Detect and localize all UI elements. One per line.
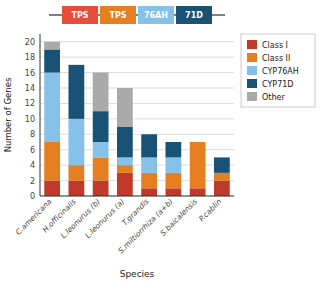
- grid-line: [40, 41, 234, 42]
- bgc-label: 71D: [185, 11, 203, 20]
- bar-segment: [165, 173, 181, 188]
- bar-segment: [44, 73, 60, 142]
- grid-line: [40, 57, 234, 58]
- bgc-diagram: TPS TPS 76AH 71D: [49, 6, 225, 24]
- bar-segment: [141, 134, 157, 157]
- chart: 02468101214161820C.americanaH.officinali…: [0, 0, 320, 282]
- bar-segment: [93, 142, 109, 157]
- bar-segment: [190, 142, 206, 143]
- bar-segment: [165, 142, 181, 157]
- legend-frame: [241, 34, 315, 107]
- bgc-segment: [176, 6, 212, 24]
- x-tick-label: S.baicalensis: [158, 197, 199, 238]
- bgc-label: 76AH: [144, 11, 168, 20]
- x-tick-label: L.leonurus (a): [83, 197, 126, 240]
- y-tick-label: 10: [25, 115, 35, 124]
- legend-swatch: [247, 53, 257, 62]
- bar-segment: [165, 142, 181, 143]
- bar-segment: [68, 64, 84, 65]
- grid-line: [40, 196, 234, 197]
- bar-segment: [68, 165, 84, 180]
- y-tick-label: 16: [25, 69, 35, 78]
- bar-segment: [44, 142, 60, 181]
- y-tick-label: 4: [30, 161, 35, 170]
- bar-segment: [44, 42, 60, 50]
- y-tick-label: 20: [25, 38, 35, 47]
- y-tick-label: 8: [30, 130, 35, 139]
- legend-label: Class II: [262, 54, 290, 63]
- bar-segment: [190, 188, 206, 196]
- bar-segment: [93, 157, 109, 180]
- bar-segment: [44, 181, 60, 196]
- bgc-label: TPS: [109, 11, 126, 20]
- bar-segment: [93, 111, 109, 142]
- legend-label: CYP76AH: [262, 67, 299, 76]
- bar-segment: [214, 157, 230, 172]
- y-axis-label: Number of Genes: [3, 77, 13, 152]
- bar-segment: [141, 173, 157, 188]
- bar-segment: [117, 127, 133, 158]
- bar-segment: [214, 173, 230, 181]
- bar-segment: [165, 157, 181, 172]
- bar-segment: [93, 181, 109, 196]
- x-axis: [40, 196, 234, 197]
- y-tick-label: 6: [30, 146, 35, 155]
- bar-segment: [68, 119, 84, 165]
- legend-swatch: [247, 92, 257, 101]
- bar-segment: [117, 88, 133, 127]
- legend-label: Other: [262, 93, 285, 102]
- y-tick-label: 0: [30, 192, 35, 201]
- legend-label: CYP71D: [262, 80, 294, 89]
- bgc-segment: [62, 6, 98, 24]
- bar-segment: [190, 142, 206, 143]
- y-tick-label: 14: [25, 84, 35, 93]
- legend: Class I Class II CYP76AH CYP71D Other: [241, 34, 315, 107]
- bar-segment: [117, 157, 133, 165]
- bgc-label: TPS: [71, 11, 88, 20]
- bar-segment: [141, 188, 157, 196]
- bar-segment: [214, 181, 230, 196]
- bar-segment: [68, 65, 84, 119]
- bar-segment: [165, 188, 181, 196]
- bar-segment: [44, 49, 60, 72]
- legend-swatch: [247, 79, 257, 88]
- bar-segment: [141, 157, 157, 172]
- legend-swatch: [247, 40, 257, 49]
- bar-segment: [190, 142, 206, 188]
- bgc-segment: [100, 6, 136, 24]
- bars: [44, 42, 230, 196]
- bar-segment: [190, 142, 206, 143]
- y-tick-label: 18: [25, 53, 35, 62]
- bar-segment: [93, 73, 109, 112]
- x-tick-label: P.cablin: [197, 197, 224, 224]
- legend-label: Class I: [262, 41, 288, 50]
- bar-segment: [141, 134, 157, 135]
- bar-segment: [68, 181, 84, 196]
- legend-swatch: [247, 66, 257, 75]
- bar-segment: [117, 165, 133, 173]
- x-axis-label: Species: [120, 269, 155, 279]
- bar-segment: [117, 173, 133, 196]
- bar-segment: [214, 157, 230, 158]
- y-axis: [40, 34, 41, 196]
- grid: [40, 42, 234, 196]
- y-tick-label: 2: [30, 177, 35, 186]
- y-tick-label: 12: [25, 99, 35, 108]
- bgc-segment: [138, 6, 174, 24]
